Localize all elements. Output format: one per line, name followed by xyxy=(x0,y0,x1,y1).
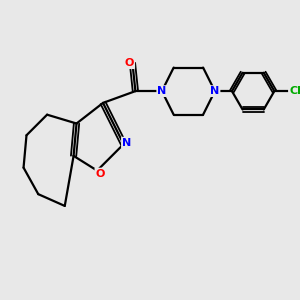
Text: N: N xyxy=(210,86,220,96)
Text: O: O xyxy=(125,58,134,68)
Text: N: N xyxy=(122,138,131,148)
Text: Cl: Cl xyxy=(289,86,300,96)
Text: N: N xyxy=(157,86,167,96)
Text: O: O xyxy=(95,169,105,178)
